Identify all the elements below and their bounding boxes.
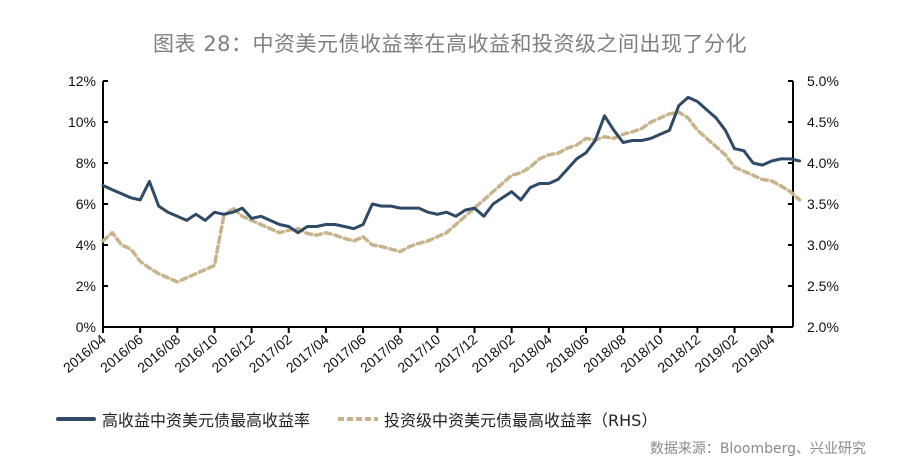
x-axis-tick-label: 2019/04 — [729, 331, 778, 376]
right-axis-tick-label: 2.0% — [807, 319, 839, 335]
left-axis-tick-label: 0% — [76, 319, 96, 335]
left-axis-tick-label: 10% — [68, 114, 96, 130]
left-axis-tick-label: 4% — [76, 237, 96, 253]
left-axis-tick-label: 2% — [76, 278, 96, 294]
axes: 0% 2% 4% 6% 8% 10% 12% 2.0% 2.5% 3.0% 3.5% 4.0% 4.5%… — [60, 73, 839, 376]
left-axis-tick-label: 6% — [76, 196, 96, 212]
right-axis-tick-label: 3.5% — [807, 196, 839, 212]
legend-label-investment-grade: 投资级中资美元债最高收益率（RHS） — [384, 411, 658, 430]
legend: 高收益中资美元债最高收益率 投资级中资美元债最高收益率（RHS） — [56, 407, 685, 431]
right-axis-tick-label: 4.0% — [807, 155, 839, 171]
plot-area — [101, 95, 802, 284]
right-axis-tick-label: 2.5% — [807, 278, 839, 294]
left-axis-tick-label: 12% — [68, 73, 96, 89]
series-investment-grade-line — [101, 110, 802, 284]
legend-item-high-yield: 高收益中资美元债最高收益率 — [56, 407, 310, 431]
legend-item-investment-grade: 投资级中资美元债最高收益率（RHS） — [338, 407, 657, 431]
series-high-yield-line — [101, 95, 802, 235]
chart-title: 图表 28：中资美元债收益率在高收益和投资级之间出现了分化 — [153, 32, 747, 56]
right-axis-tick-label: 4.5% — [807, 114, 839, 130]
legend-dashed-line-icon — [338, 417, 379, 421]
right-axis-tick-label: 3.0% — [807, 237, 839, 253]
legend-solid-line-icon — [56, 417, 96, 421]
right-axis-tick-label: 5.0% — [807, 73, 839, 89]
data-source: 数据来源：Bloomberg、兴业研究 — [649, 441, 866, 457]
left-axis-tick-label: 8% — [76, 155, 96, 171]
legend-label-high-yield: 高收益中资美元债最高收益率 — [102, 411, 311, 430]
